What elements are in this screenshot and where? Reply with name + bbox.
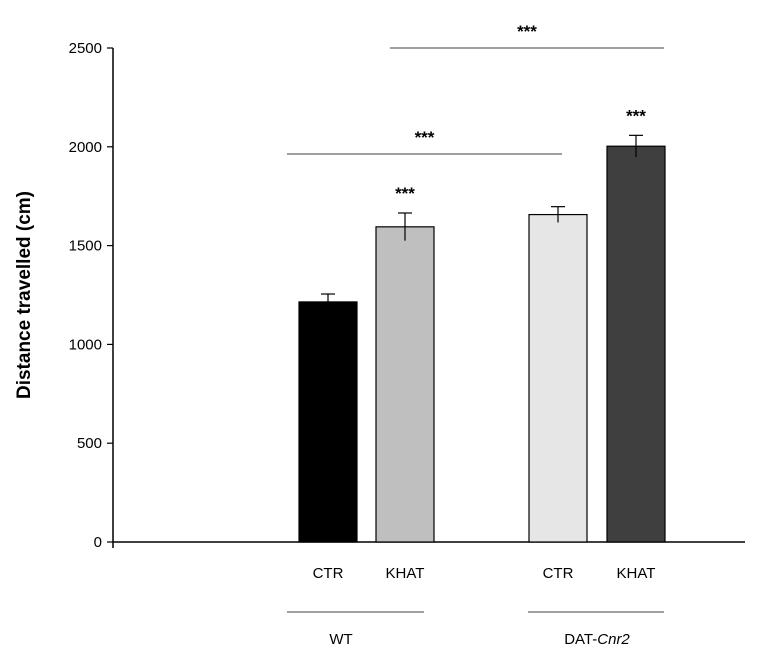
annotations: *** *** WT DAT-Cnr2 <box>287 22 664 648</box>
bar <box>375 226 435 543</box>
x-tick-label: KHAT <box>617 565 656 582</box>
x-tick-label: CTR <box>543 565 574 582</box>
significance-label: *** <box>395 184 415 203</box>
bars: CTR KHAT *** CTR KHAT *** <box>298 106 666 582</box>
comparison-label: *** <box>415 128 435 147</box>
y-tick-label: 2500 <box>69 40 102 57</box>
significance-label: *** <box>626 106 646 125</box>
y-tick-label: 2000 <box>69 139 102 156</box>
comparison-label: *** <box>517 22 537 41</box>
bar <box>528 213 588 543</box>
y-tick-label: 0 <box>94 534 102 551</box>
y-tick-label: 1000 <box>69 336 102 353</box>
group-label: WT <box>329 631 352 648</box>
bar <box>606 145 666 543</box>
y-tick-label: 1500 <box>69 238 102 255</box>
y-axis-label: Distance travelled (cm) <box>14 191 35 399</box>
x-tick-label: KHAT <box>386 565 425 582</box>
group-label-text: DAT- <box>564 631 597 648</box>
bar <box>298 301 358 543</box>
y-tick-label: 500 <box>77 435 102 452</box>
group-label-text: WT <box>329 631 352 648</box>
group-label: DAT-Cnr2 <box>564 631 630 648</box>
group-label-italic-text: Cnr2 <box>597 631 630 648</box>
x-tick-label: CTR <box>313 565 344 582</box>
axes: 0 500 1000 1500 2000 2500 <box>69 40 745 551</box>
